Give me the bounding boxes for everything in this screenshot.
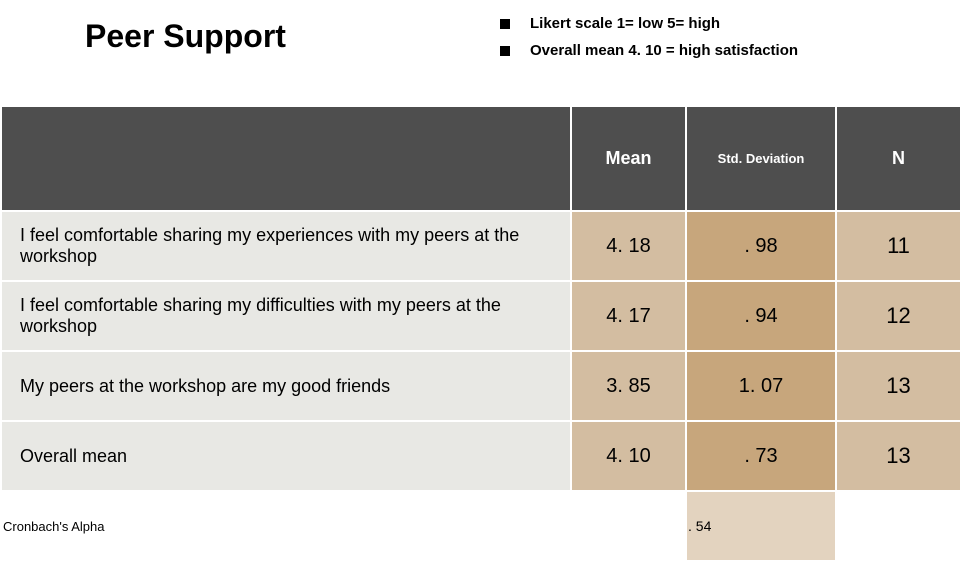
table-row: I feel comfortable sharing my difficulti… xyxy=(1,281,960,351)
bullet-item: Overall mean 4. 10 = high satisfaction xyxy=(500,42,798,59)
row-label: Overall mean xyxy=(1,421,571,491)
alpha-blank xyxy=(571,491,686,561)
slide-title: Peer Support xyxy=(85,18,286,55)
row-mean: 4. 18 xyxy=(571,211,686,281)
alpha-value: . 54 xyxy=(686,491,836,561)
row-std: . 98 xyxy=(686,211,836,281)
slide: Peer Support Likert scale 1= low 5= high… xyxy=(0,0,960,540)
header-mean: Mean xyxy=(571,106,686,211)
row-std: . 94 xyxy=(686,281,836,351)
header-blank xyxy=(1,106,571,211)
header-std: Std. Deviation xyxy=(686,106,836,211)
alpha-blank xyxy=(836,491,960,561)
bullet-list: Likert scale 1= low 5= high Overall mean… xyxy=(500,15,798,69)
row-std: 1. 07 xyxy=(686,351,836,421)
row-std: . 73 xyxy=(686,421,836,491)
table-header-row: Mean Std. Deviation N xyxy=(1,106,960,211)
table-row: Overall mean 4. 10 . 73 13 xyxy=(1,421,960,491)
cronbach-row: Cronbach's Alpha . 54 xyxy=(1,491,960,561)
row-mean: 3. 85 xyxy=(571,351,686,421)
row-n: 12 xyxy=(836,281,960,351)
row-mean: 4. 17 xyxy=(571,281,686,351)
row-label: I feel comfortable sharing my difficulti… xyxy=(1,281,571,351)
row-n: 11 xyxy=(836,211,960,281)
header-n: N xyxy=(836,106,960,211)
row-label: I feel comfortable sharing my experience… xyxy=(1,211,571,281)
bullet-square-icon xyxy=(500,46,510,56)
row-label: My peers at the workshop are my good fri… xyxy=(1,351,571,421)
bullet-item: Likert scale 1= low 5= high xyxy=(500,15,798,32)
bullet-text: Likert scale 1= low 5= high xyxy=(530,15,720,32)
row-mean: 4. 10 xyxy=(571,421,686,491)
bullet-square-icon xyxy=(500,19,510,29)
data-table: Mean Std. Deviation N I feel comfortable… xyxy=(0,105,960,562)
table-row: My peers at the workshop are my good fri… xyxy=(1,351,960,421)
row-n: 13 xyxy=(836,421,960,491)
bullet-text: Overall mean 4. 10 = high satisfaction xyxy=(530,42,798,59)
table-row: I feel comfortable sharing my experience… xyxy=(1,211,960,281)
row-n: 13 xyxy=(836,351,960,421)
alpha-label: Cronbach's Alpha xyxy=(1,491,571,561)
